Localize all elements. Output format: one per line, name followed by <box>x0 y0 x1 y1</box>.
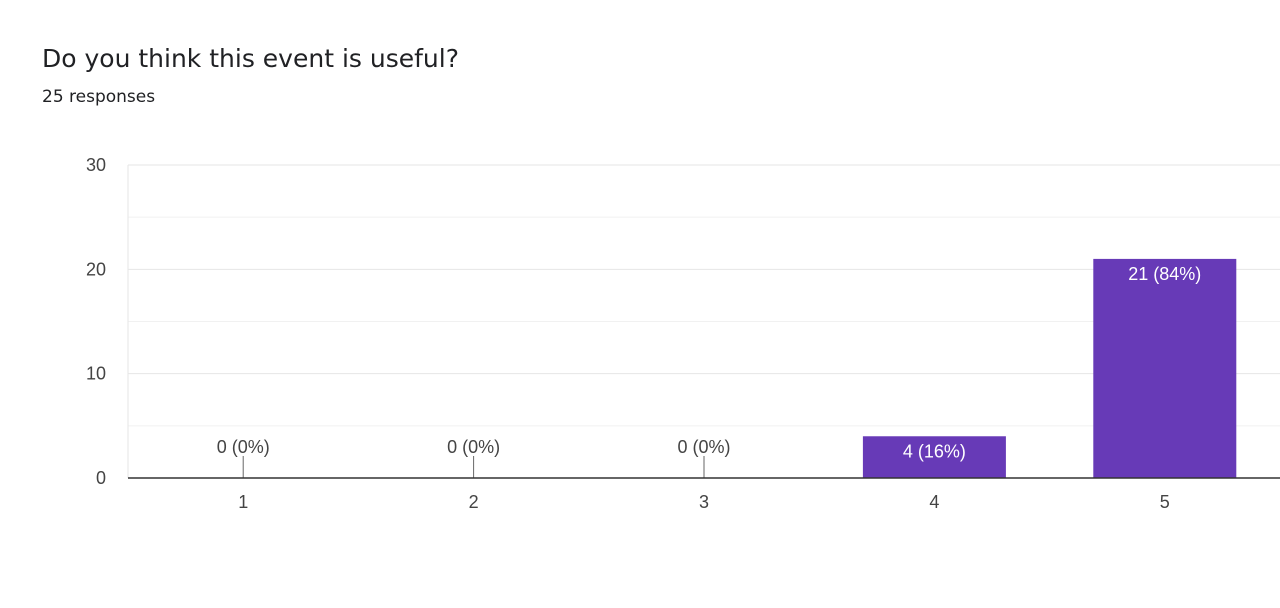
x-tick-label: 3 <box>699 492 709 512</box>
y-tick-label: 20 <box>86 259 106 279</box>
question-title: Do you think this event is useful? <box>42 44 459 73</box>
x-tick-label: 1 <box>238 492 248 512</box>
bar-data-label: 0 (0%) <box>447 437 500 457</box>
x-tick-label: 2 <box>469 492 479 512</box>
x-tick-label: 4 <box>929 492 939 512</box>
bar-data-label: 0 (0%) <box>217 437 270 457</box>
y-tick-label: 10 <box>86 364 106 384</box>
bar-data-label: 4 (16%) <box>903 441 966 461</box>
y-tick-label: 30 <box>86 155 106 175</box>
response-count: 25 responses <box>42 87 156 107</box>
x-tick-label: 5 <box>1160 492 1170 512</box>
bar-data-label: 21 (84%) <box>1128 264 1201 284</box>
bar-data-label: 0 (0%) <box>677 437 730 457</box>
bar <box>862 436 1006 478</box>
bar <box>1093 258 1237 478</box>
y-tick-label: 0 <box>96 468 106 488</box>
